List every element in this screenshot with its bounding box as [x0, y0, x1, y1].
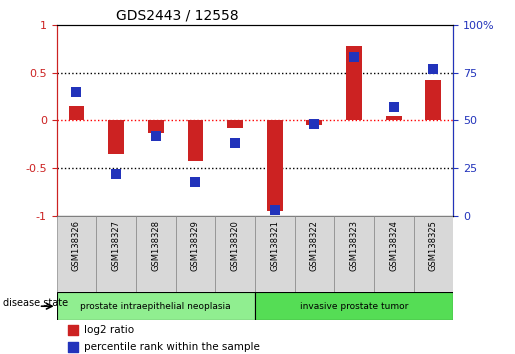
Bar [255, 216, 295, 292]
Text: GSM138328: GSM138328 [151, 220, 160, 271]
Bar [295, 216, 334, 292]
Bar [176, 216, 215, 292]
Bar [346, 46, 362, 120]
Point [310, 121, 318, 127]
Text: GSM138322: GSM138322 [310, 220, 319, 270]
Text: GSM138326: GSM138326 [72, 220, 81, 271]
Bar [227, 120, 243, 128]
Point [389, 104, 398, 110]
Bar [386, 115, 402, 120]
Text: GSM138323: GSM138323 [350, 220, 358, 271]
Text: GSM138321: GSM138321 [270, 220, 279, 270]
Point [72, 89, 80, 95]
Bar [68, 106, 84, 120]
Text: GSM138327: GSM138327 [112, 220, 121, 271]
Text: invasive prostate tumor: invasive prostate tumor [300, 302, 408, 311]
Bar [57, 216, 96, 292]
Text: prostate intraepithelial neoplasia: prostate intraepithelial neoplasia [80, 302, 231, 311]
Point [271, 207, 279, 213]
Text: log2 ratio: log2 ratio [84, 325, 134, 335]
Bar [148, 120, 164, 133]
Bar [96, 216, 136, 292]
Point [68, 344, 77, 349]
Text: GSM138329: GSM138329 [191, 220, 200, 270]
Text: percentile rank within the sample: percentile rank within the sample [84, 342, 260, 352]
Bar [374, 216, 414, 292]
Point [429, 66, 437, 72]
Text: GSM138324: GSM138324 [389, 220, 398, 270]
Text: GSM138320: GSM138320 [231, 220, 239, 270]
Point [112, 171, 120, 177]
Bar [108, 120, 124, 154]
Point [231, 141, 239, 146]
Bar [267, 120, 283, 211]
Point [191, 179, 199, 184]
Bar [187, 120, 203, 161]
Bar [136, 216, 176, 292]
Point [151, 133, 160, 138]
Bar [306, 120, 322, 125]
Bar [334, 216, 374, 292]
Text: disease state: disease state [3, 298, 67, 308]
Bar [414, 216, 453, 292]
Bar [255, 292, 453, 320]
Bar [425, 80, 441, 120]
Bar [215, 216, 255, 292]
Text: GDS2443 / 12558: GDS2443 / 12558 [116, 8, 239, 22]
Point [350, 55, 358, 60]
Bar [57, 292, 255, 320]
Point [68, 327, 77, 333]
Text: GSM138325: GSM138325 [429, 220, 438, 270]
